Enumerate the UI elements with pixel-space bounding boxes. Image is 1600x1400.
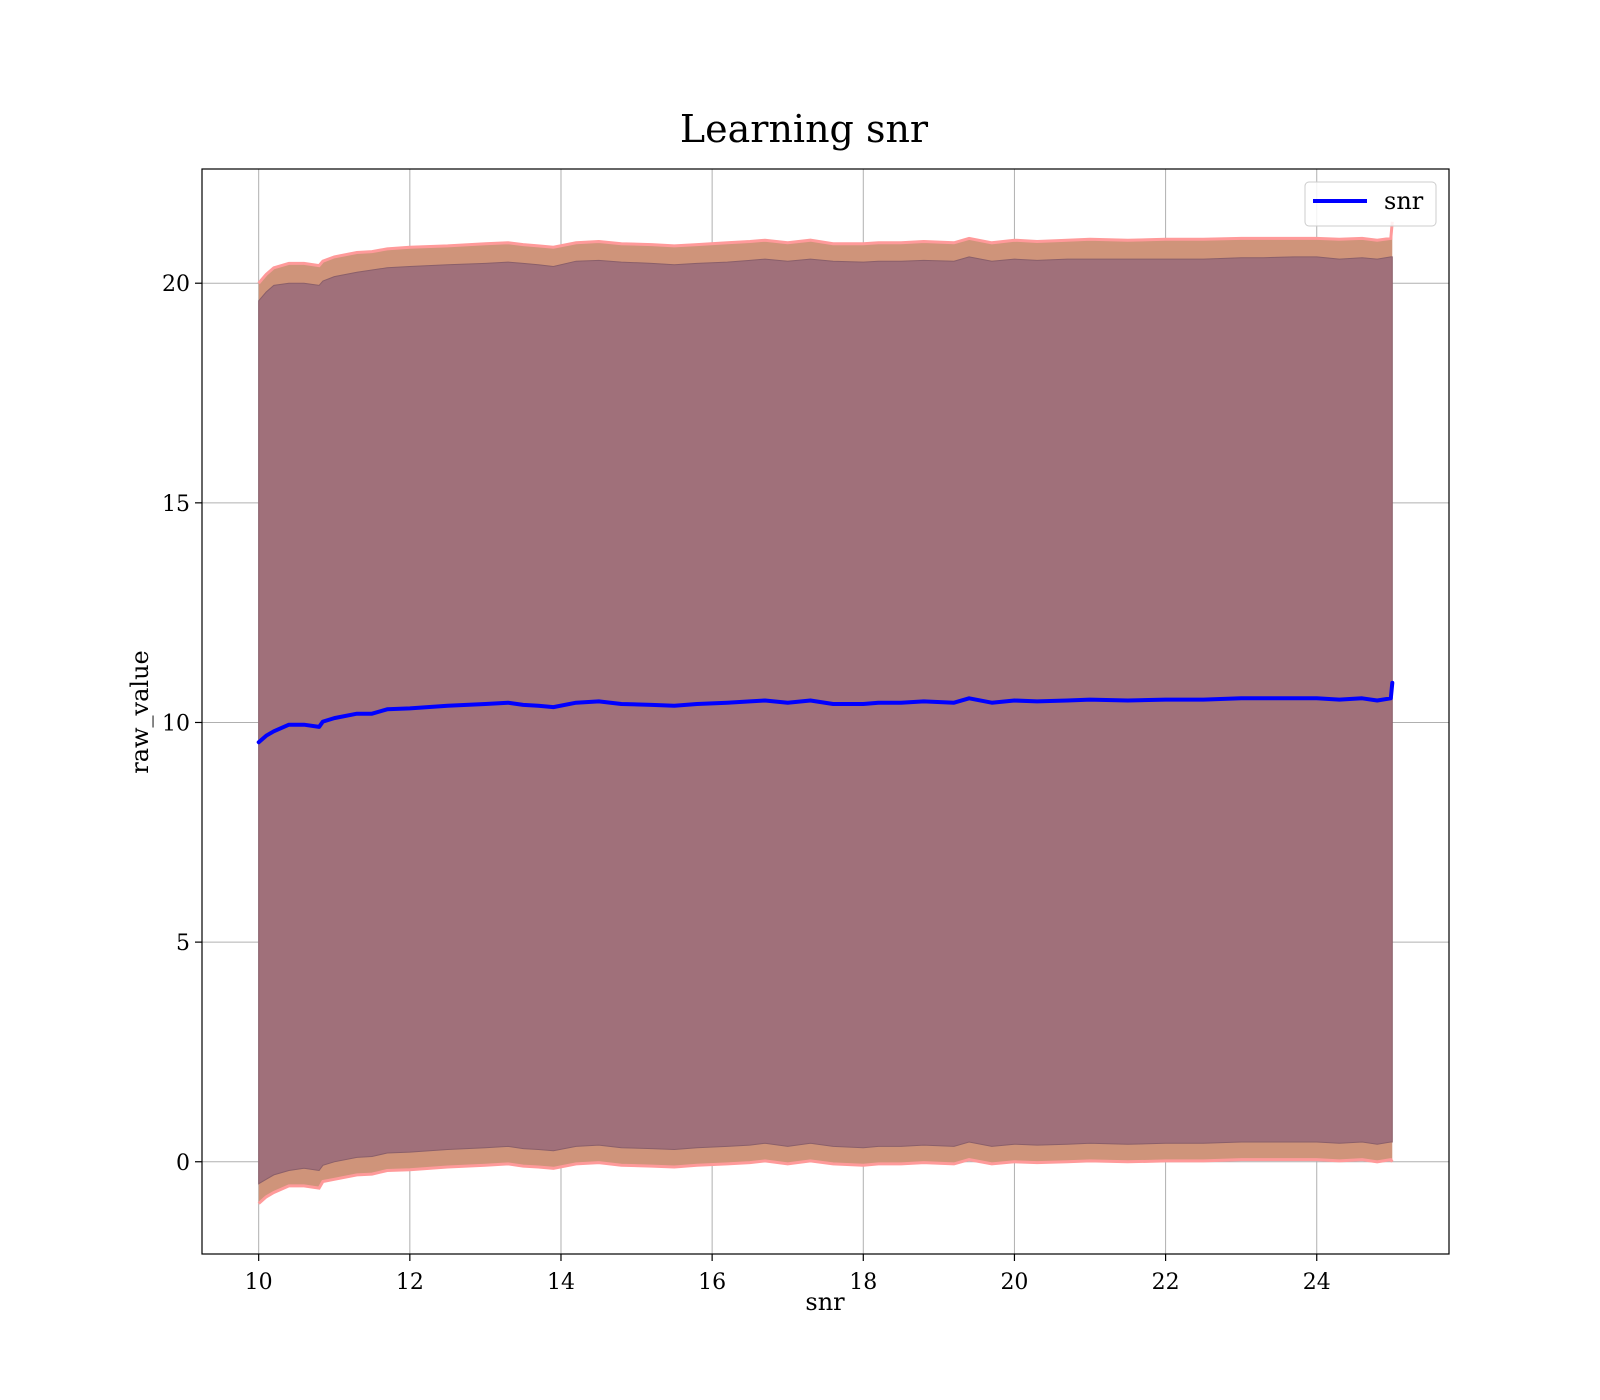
plot-area (201, 168, 1450, 1255)
chart-title: Learning snr (680, 107, 929, 151)
inner-band (258, 256, 1393, 1185)
x-tick-label: 20 (1000, 1270, 1028, 1295)
y-tick-label: 15 (162, 492, 190, 517)
y-axis-label: raw_value (126, 650, 154, 774)
y-tick-label: 0 (176, 1151, 190, 1176)
x-tick-label: 24 (1303, 1270, 1331, 1295)
y-tick-label: 10 (162, 711, 190, 736)
outer-band-upper-edge (257, 221, 1394, 285)
x-tick-label: 12 (396, 1270, 424, 1295)
x-tick-label: 10 (245, 1270, 273, 1295)
y-tick-label: 20 (162, 272, 190, 297)
outer-band-lower-edge (257, 1157, 1394, 1205)
series-lines (256, 680, 1395, 745)
x-axis-label: snr (805, 1288, 845, 1316)
series-line-snr (256, 680, 1395, 745)
x-tick-label: 18 (849, 1270, 877, 1295)
legend: snr (1304, 181, 1437, 227)
x-axis: 10 12 14 16 18 20 22 24 (245, 1254, 1331, 1295)
x-tick-label: 14 (547, 1270, 575, 1295)
x-tick-label: 22 (1152, 1270, 1180, 1295)
legend-box (1304, 181, 1437, 227)
plot-frame (201, 168, 1450, 1255)
bands (257, 221, 1394, 1205)
x-tick-label: 16 (698, 1270, 726, 1295)
legend-label-snr: snr (1384, 187, 1424, 215)
y-tick-label: 5 (176, 931, 190, 956)
y-axis: 0 5 10 15 20 (162, 272, 202, 1176)
